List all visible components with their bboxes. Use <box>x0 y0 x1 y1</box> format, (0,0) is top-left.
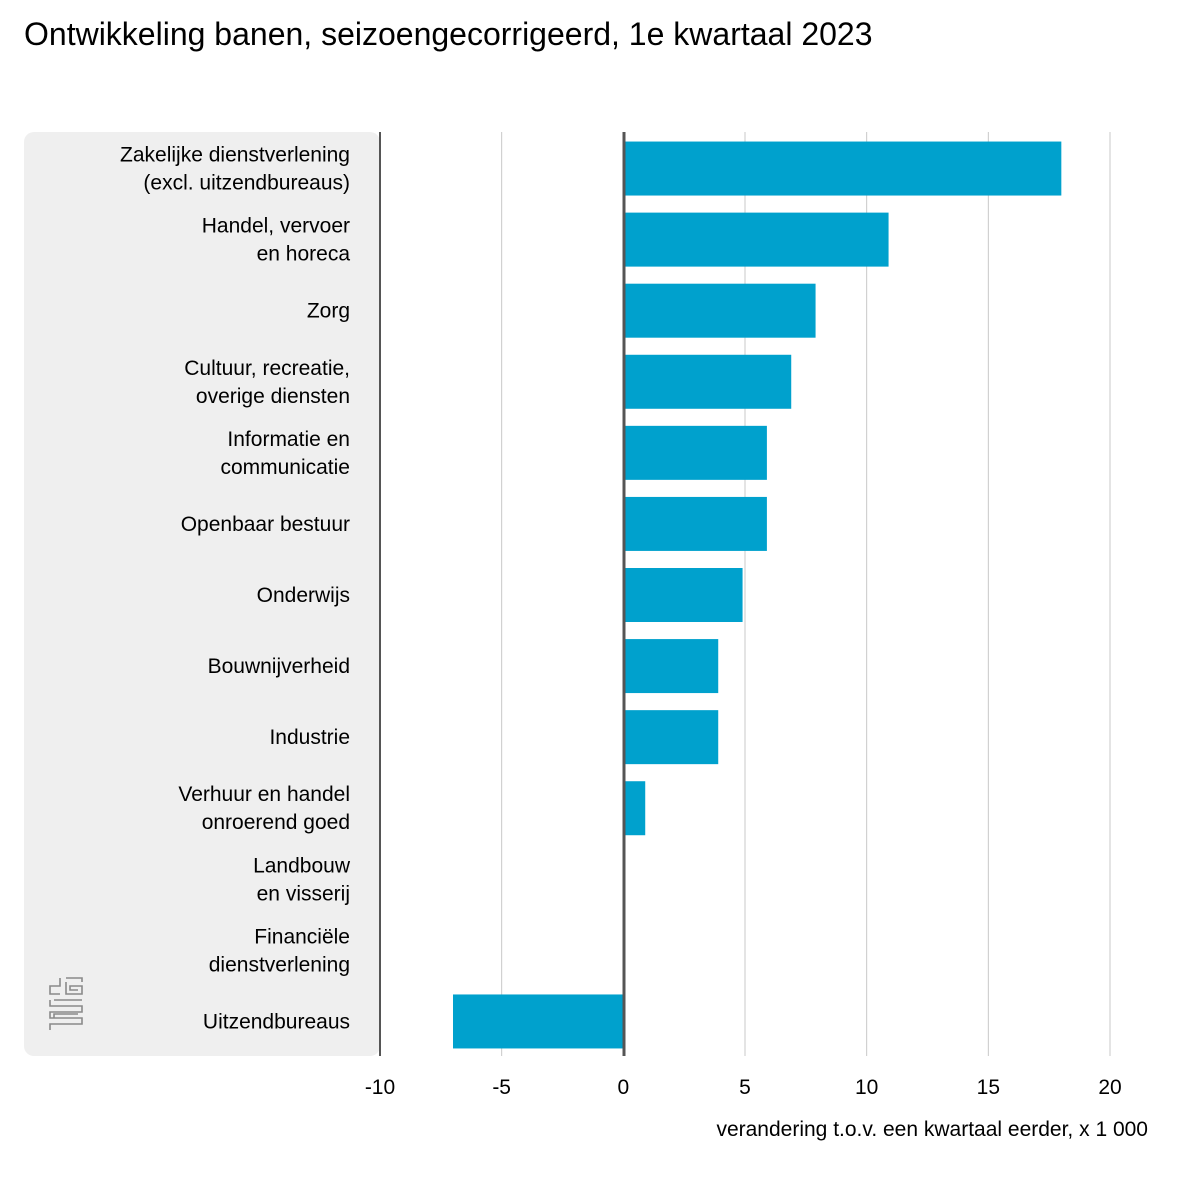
x-tick-label: 10 <box>855 1076 878 1099</box>
category-label: Cultuur, recreatie, overige diensten <box>184 357 350 408</box>
bar <box>623 283 816 338</box>
bars <box>453 141 1062 1049</box>
category-label-line: communicatie <box>220 456 350 479</box>
x-tick-label: 5 <box>739 1076 751 1099</box>
category-label-line: Zorg <box>307 300 350 323</box>
category-label: Handel, vervoer en horeca <box>202 215 351 266</box>
category-label-line: Zakelijke dienstverlening <box>120 144 350 167</box>
category-label-line: onroerend goed <box>202 811 350 834</box>
category-label: Bouwnijverheid <box>208 655 350 678</box>
cbs-logo <box>49 977 83 1030</box>
category-label-line: Uitzendbureaus <box>203 1010 350 1033</box>
category-label-line: dienstverlening <box>209 953 350 976</box>
x-tick-label: -5 <box>492 1076 511 1099</box>
category-labels: Zakelijke dienstverlening (excl. uitzendb… <box>120 144 351 1034</box>
x-tick-label: 15 <box>977 1076 1000 1099</box>
category-label-line: Informatie en <box>227 428 350 451</box>
bar <box>453 994 624 1049</box>
category-label-line: Industrie <box>269 726 350 749</box>
category-label-line: Openbaar bestuur <box>181 513 350 536</box>
x-tick-labels: -10 -5 0 5 10 15 20 <box>365 1076 1122 1099</box>
bar <box>623 496 767 551</box>
category-label-line: (excl. uitzendbureaus) <box>143 172 350 195</box>
category-label: Landbouw en visserij <box>253 854 351 905</box>
x-tick-label: 0 <box>617 1076 629 1099</box>
category-label-line: Onderwijs <box>257 584 350 607</box>
category-label-line: Landbouw <box>253 854 351 877</box>
category-label-line: Financiële <box>254 925 350 948</box>
bar <box>623 425 767 480</box>
category-label-line: en visserij <box>257 882 350 905</box>
category-label-line: overige diensten <box>196 385 350 408</box>
category-label: Onderwijs <box>257 584 350 607</box>
bar <box>623 781 646 836</box>
category-label-line: Handel, vervoer <box>202 215 350 238</box>
category-label: Financiële dienstverlening <box>209 925 350 976</box>
category-label: Zorg <box>307 300 350 323</box>
category-label: Informatie en communicatie <box>220 428 350 479</box>
category-label: Verhuur en handel onroerend goed <box>178 783 350 834</box>
bar <box>623 639 719 694</box>
category-label: Zakelijke dienstverlening (excl. uitzendb… <box>120 144 350 195</box>
category-label: Openbaar bestuur <box>181 513 350 536</box>
category-label: Uitzendbureaus <box>203 1010 350 1033</box>
chart-title: Ontwikkeling banen, seizoengecorrigeerd,… <box>24 16 873 52</box>
category-label-line: Cultuur, recreatie, <box>184 357 350 380</box>
bar <box>623 710 719 765</box>
category-label: Industrie <box>269 726 350 749</box>
category-label-line: Bouwnijverheid <box>208 655 350 678</box>
x-tick-label: -10 <box>365 1076 395 1099</box>
x-tick-label: 20 <box>1098 1076 1121 1099</box>
bar <box>623 568 743 622</box>
bar <box>623 354 792 409</box>
category-label-line: Verhuur en handel <box>178 783 350 806</box>
category-label-line: en horeca <box>257 243 351 266</box>
label-panel <box>24 132 380 1056</box>
x-axis-title: verandering t.o.v. een kwartaal eerder, … <box>716 1118 1148 1141</box>
gridlines <box>501 132 1111 1056</box>
bar <box>623 141 1062 196</box>
bar <box>623 212 889 267</box>
